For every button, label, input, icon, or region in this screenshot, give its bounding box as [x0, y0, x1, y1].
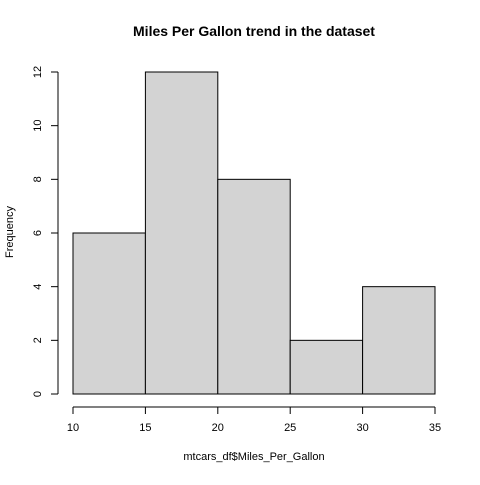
- histogram-bar: [217, 178, 291, 395]
- x-tick-label: 30: [356, 422, 368, 434]
- y-tick-label: 12: [32, 66, 44, 78]
- y-tick-label: 0: [32, 391, 44, 397]
- x-axis: 10 15 20 25 30 35: [67, 406, 441, 434]
- chart-title: Miles Per Gallon trend in the dataset: [133, 23, 375, 39]
- histogram-bar: [144, 71, 219, 395]
- x-tick-label: 25: [284, 422, 296, 434]
- y-tick-label: 6: [32, 230, 44, 236]
- histogram-bar: [362, 286, 436, 395]
- x-axis-label: mtcars_df$Miles_Per_Gallon: [183, 451, 324, 463]
- x-tick-label: 20: [212, 422, 224, 434]
- y-axis: 0 2 4 6 8 10 12: [32, 66, 59, 397]
- x-tick-label: 10: [67, 422, 79, 434]
- x-tick-label: 15: [139, 422, 151, 434]
- histogram-bar: [72, 232, 146, 395]
- y-tick-label: 8: [32, 176, 44, 182]
- y-tick-label: 4: [32, 284, 44, 290]
- y-axis-label: Frequency: [4, 206, 16, 258]
- y-tick-label: 2: [32, 337, 44, 343]
- histogram-bar: [289, 339, 364, 395]
- y-tick-label: 10: [32, 120, 44, 132]
- bars-group: [72, 71, 436, 395]
- x-tick-label: 35: [429, 422, 441, 434]
